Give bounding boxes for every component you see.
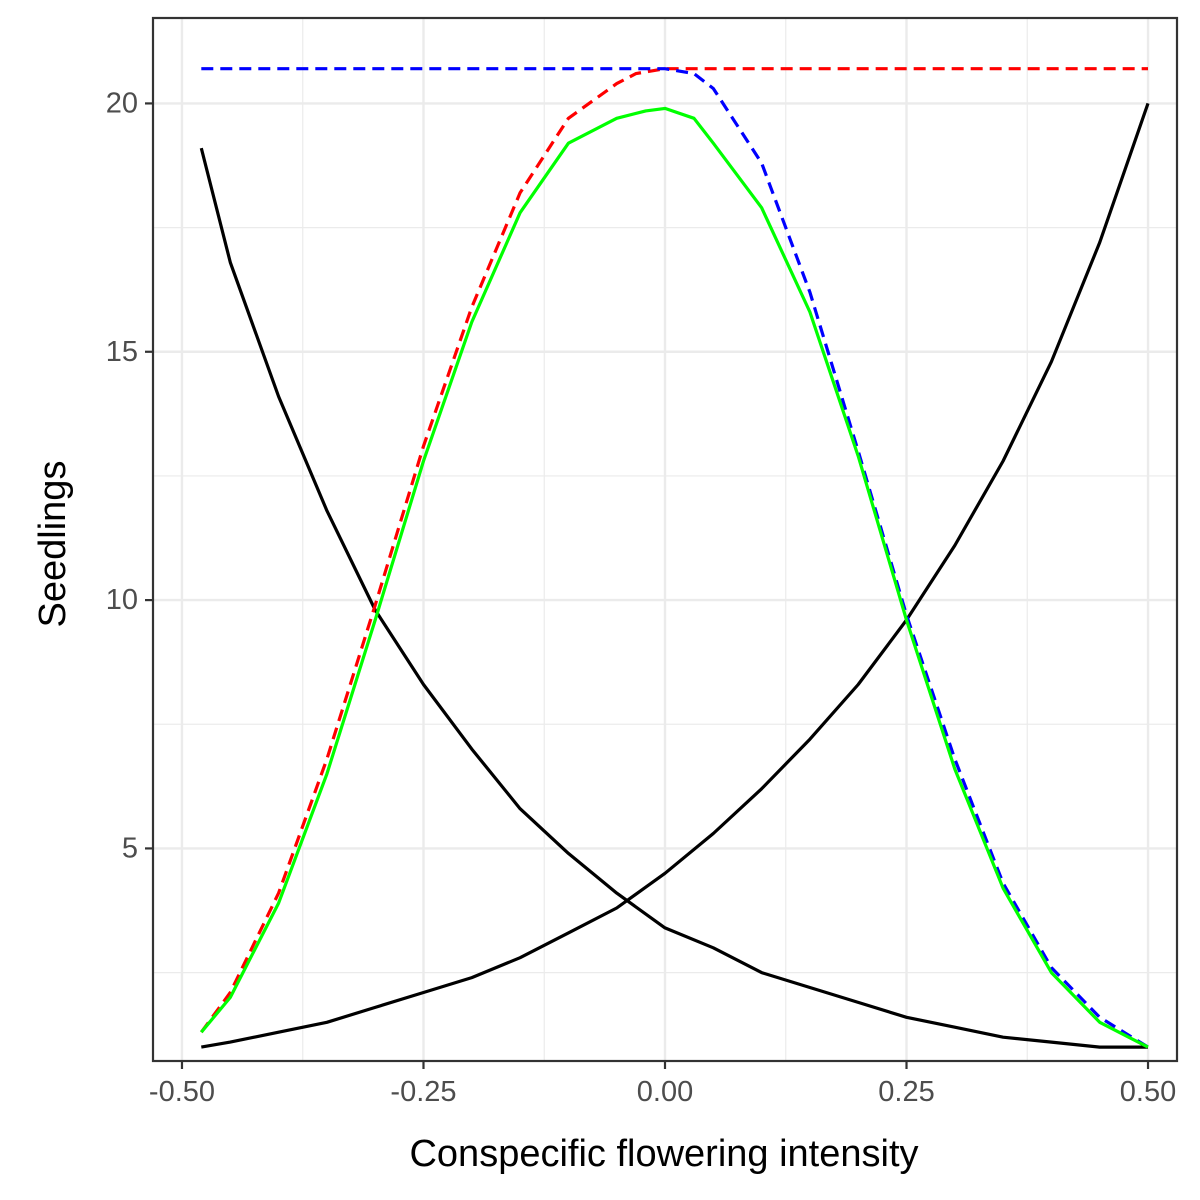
- y-tick-label: 10: [106, 584, 138, 616]
- series-line-5: [200, 106, 1149, 1049]
- x-tick-label: 0.00: [637, 1076, 693, 1108]
- y-tick-label: 15: [106, 336, 138, 368]
- y-tick-label: 20: [106, 87, 138, 119]
- series-line-2: [201, 102, 1150, 1049]
- x-tick-label: 0.50: [1120, 1076, 1176, 1108]
- x-tick-label: 0.25: [878, 1076, 934, 1108]
- x-tick-label: -0.25: [390, 1076, 456, 1108]
- y-axis-title: Seedlings: [32, 461, 74, 628]
- x-tick-label: -0.50: [149, 1076, 215, 1108]
- y-tick-label: 5: [122, 832, 138, 864]
- plot-panel: [151, 16, 1179, 1063]
- series-line-4: [201, 67, 1149, 1049]
- series-line-1: [199, 147, 1148, 1049]
- x-axis-title: Conspecific flowering intensity: [409, 1133, 918, 1175]
